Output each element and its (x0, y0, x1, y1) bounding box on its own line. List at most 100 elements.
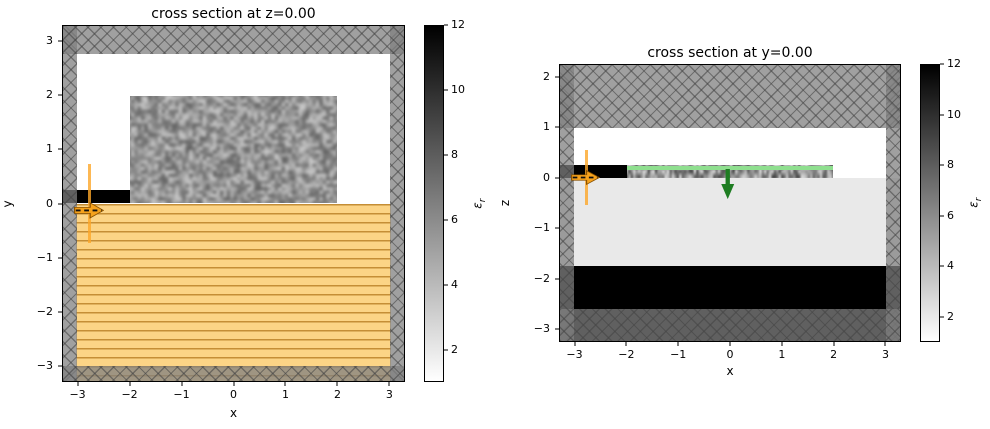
colorbar: 2 4 6 8 10 12 εr (424, 18, 504, 382)
x-tick-mark (388, 382, 390, 386)
colorbar-tick-mark (940, 265, 944, 267)
x-tick-label: 0 (230, 388, 237, 401)
x-tick-label: 3 (385, 388, 393, 401)
x-tick-label: −2 (618, 348, 635, 361)
y-tick-label: −1 (36, 250, 53, 264)
chart-cross-section-y: cross section at y=0.00 −3 −2 −1 0 1 2 3 −3 −2−… (490, 0, 990, 429)
colorbar-gradient (920, 64, 940, 342)
pml-top (63, 26, 404, 54)
x-tick-mark (833, 342, 835, 346)
y-tick-mark (58, 203, 62, 204)
colorbar: 2 4 6 8 10 12 εr (920, 57, 990, 342)
pml-bottom (63, 366, 404, 381)
colorbar-tick-mark (940, 114, 944, 116)
colorbar-tick-mark (444, 24, 448, 26)
y-tick-label: 0 (543, 170, 550, 184)
y-tick-label: 0 (46, 196, 53, 210)
colorbar-tick-mark (940, 164, 944, 166)
x-tick-mark (77, 382, 79, 386)
x-tick-mark (677, 342, 679, 346)
colorbar-tick-label: 2 (947, 309, 954, 323)
y-tick-mark (58, 311, 62, 313)
colorbar-tick-mark (940, 63, 944, 65)
colorbar-tick-label: 4 (947, 259, 954, 273)
colorbar-tick-label: 10 (451, 82, 465, 96)
x-tick-mark (729, 342, 731, 346)
y-tick-mark (555, 177, 559, 179)
x-tick-mark (574, 342, 576, 346)
colorbar-tick-mark (444, 154, 448, 156)
chart-cross-section-z: cross section at z=0.00 −3 −2 −1 0 1 2 3 −3 −2−… (0, 0, 488, 429)
x-tick-mark (781, 342, 783, 346)
colorbar-tick-mark (444, 284, 448, 286)
colorbar-tick-label: 4 (451, 277, 458, 291)
colorbar-ticks: 2 4 6 8 10 12 (424, 18, 504, 382)
pml-right (390, 26, 404, 381)
colorbar-label: εr (966, 197, 984, 209)
y-tick-mark (555, 278, 559, 280)
y-tick-label: 1 (543, 120, 550, 134)
colorbar-tick-label: 12 (451, 17, 465, 31)
x-tick-label: 2 (333, 388, 341, 401)
source-line (88, 164, 92, 243)
x-tick-label: −2 (121, 388, 138, 401)
y-axis-ticks: −3 −2 −1 0 1 2 (515, 64, 559, 342)
x-axis-label: x (726, 364, 734, 378)
y-tick-mark (555, 126, 559, 128)
x-tick-label: −1 (670, 348, 687, 361)
x-tick-mark (284, 382, 286, 386)
colorbar-tick-label: 2 (451, 342, 458, 356)
monitor-direction-arrow (720, 168, 735, 199)
y-tick-label: 3 (46, 34, 53, 48)
design-region-noise (130, 95, 337, 204)
colorbar-tick-label: 6 (451, 212, 458, 226)
y-tick-mark (58, 148, 62, 150)
chart-title: cross section at z=0.00 (151, 6, 316, 22)
chart-title: cross section at y=0.00 (647, 45, 813, 61)
x-tick-label: −3 (69, 388, 86, 401)
input-waveguide (560, 165, 627, 178)
x-tick-mark (233, 382, 234, 386)
right-arrow-icon (74, 201, 105, 219)
x-tick-mark (129, 382, 131, 386)
y-tick-label: −2 (533, 271, 550, 285)
y-axis-ticks: −3 −2 −1 0 1 2 3 (18, 25, 62, 382)
y-tick-label: −3 (533, 322, 550, 336)
x-tick-label: 1 (281, 388, 289, 401)
right-arrow-icon (571, 170, 601, 186)
colorbar-tick-label: 6 (947, 208, 954, 222)
input-waveguide (63, 189, 131, 204)
colorbar-gradient (424, 25, 444, 382)
colorbar-tick-mark (444, 89, 448, 91)
pml-right (886, 65, 900, 341)
colorbar-tick-mark (444, 219, 448, 221)
x-tick-label: 3 (881, 348, 889, 361)
x-tick-label: −3 (566, 348, 583, 361)
x-tick-mark (884, 342, 886, 346)
substrate-hatched-overlay (75, 203, 392, 381)
x-axis-label: x (229, 406, 238, 420)
y-tick-label: 2 (46, 88, 53, 102)
pml-top (560, 65, 900, 128)
source-direction-arrow (571, 169, 601, 186)
x-tick-mark (181, 382, 183, 386)
y-tick-label: −2 (36, 304, 53, 318)
colorbar-ticks: 2 4 6 8 10 12 (920, 57, 990, 342)
y-tick-label: 1 (46, 142, 53, 156)
x-tick-label: −1 (173, 388, 190, 401)
y-tick-label: 2 (543, 69, 550, 83)
y-axis-label: z (498, 199, 512, 207)
x-axis-ticks: −3 −2 −1 0 1 2 3 (62, 382, 405, 404)
colorbar-tick-mark (940, 215, 944, 217)
plot-area (62, 25, 405, 382)
y-tick-mark (58, 257, 62, 259)
colorbar-tick-label: 10 (947, 107, 961, 121)
pml-bottom (560, 309, 900, 341)
colorbar-tick-label: 12 (947, 56, 961, 70)
plot-area (559, 64, 901, 342)
colorbar-tick-label: 8 (451, 147, 458, 161)
x-tick-label: 0 (726, 348, 734, 361)
x-tick-label: 2 (830, 348, 838, 361)
x-tick-mark (336, 382, 338, 386)
source-direction-arrow (74, 201, 105, 220)
